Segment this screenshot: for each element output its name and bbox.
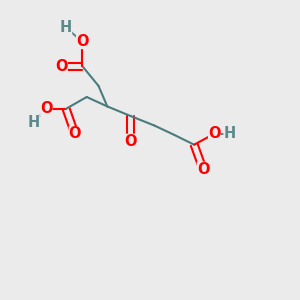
Text: O: O [124, 134, 137, 149]
Text: O: O [40, 101, 52, 116]
Text: O: O [76, 34, 88, 49]
Text: H: H [224, 126, 236, 141]
Text: H: H [28, 115, 40, 130]
Text: O: O [69, 126, 81, 141]
Text: O: O [56, 58, 68, 74]
Text: O: O [208, 126, 220, 141]
Text: H: H [60, 20, 72, 35]
Text: O: O [197, 162, 209, 177]
